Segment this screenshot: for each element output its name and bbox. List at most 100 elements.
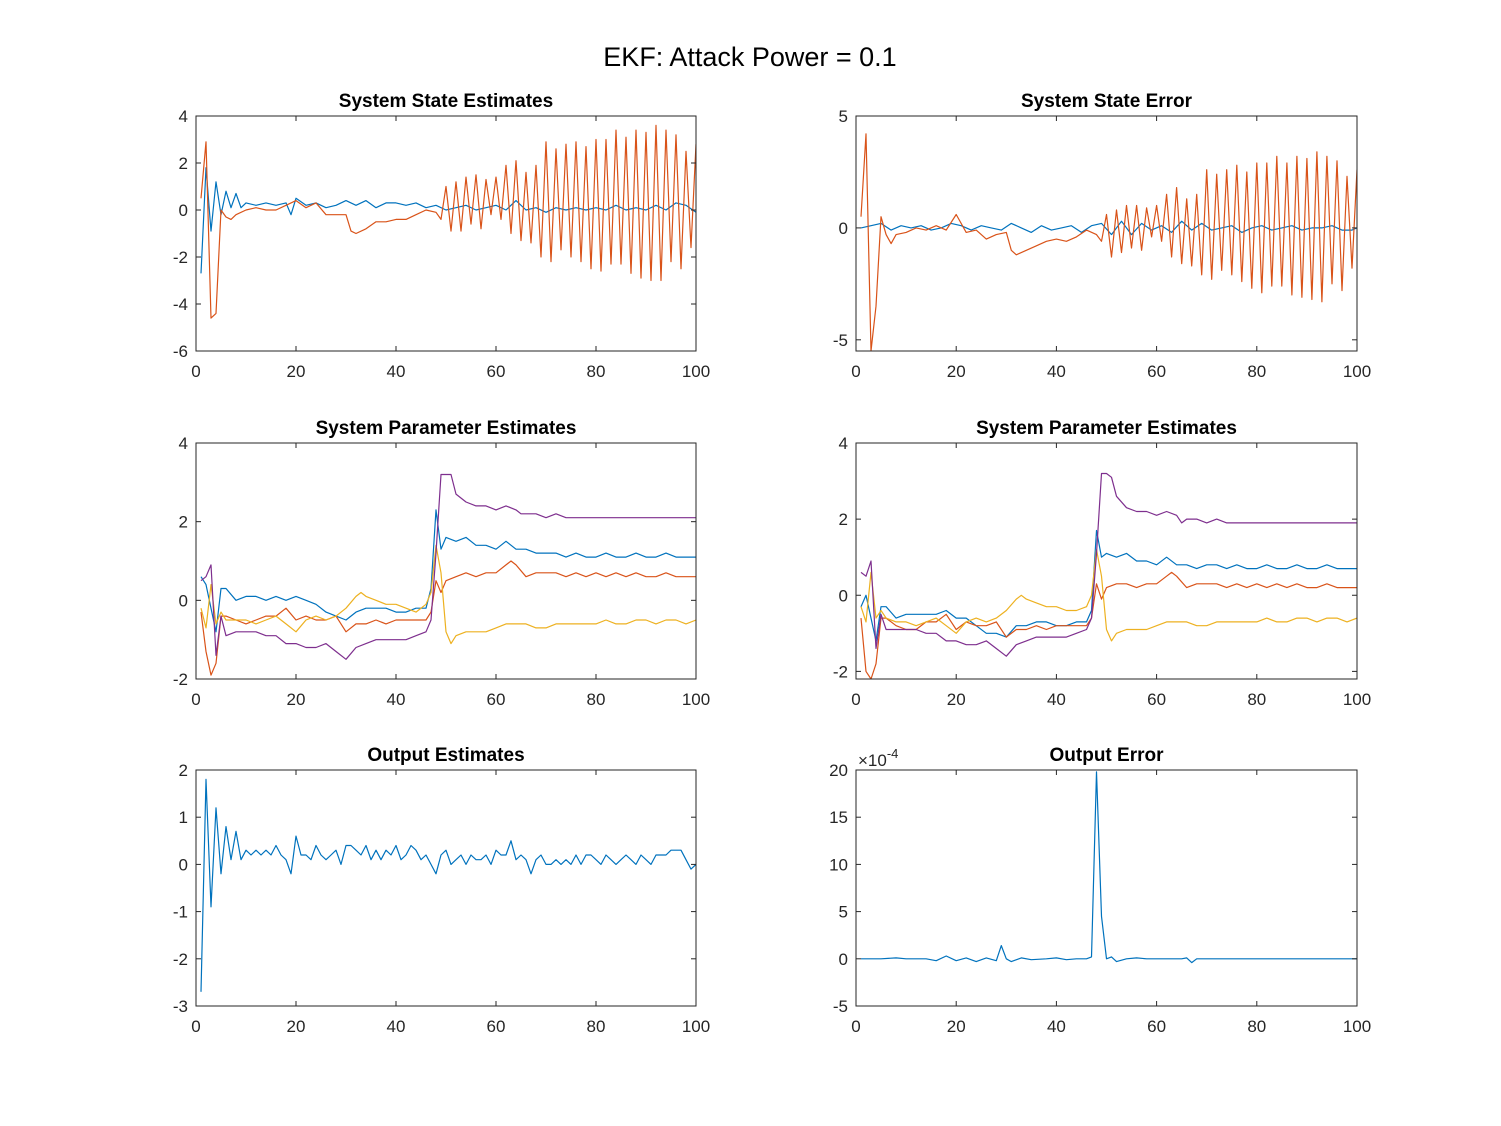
y-tick-label: 2 <box>179 761 188 780</box>
x-tick-label: 100 <box>1343 362 1371 381</box>
plot-area <box>196 116 696 351</box>
y-tick-label: 4 <box>179 434 188 453</box>
x-tick-label: 40 <box>1047 1017 1066 1036</box>
series-line-2 <box>200 124 696 319</box>
series-group <box>200 473 696 676</box>
y-tick-label: 4 <box>839 434 848 453</box>
y-tick-label: -2 <box>173 950 188 969</box>
x-tick-label: 40 <box>1047 690 1066 709</box>
series-line-1 <box>200 167 696 274</box>
series-line-1 <box>860 529 1357 642</box>
x-tick-label: 20 <box>287 1017 306 1036</box>
y-tick-label: 15 <box>829 808 848 827</box>
y-tick-label: 2 <box>179 513 188 532</box>
series-line-2 <box>200 560 696 676</box>
y-tick-label: 2 <box>179 154 188 173</box>
x-tick-label: 100 <box>682 690 710 709</box>
x-tick-label: 0 <box>851 1017 860 1036</box>
y-exponent-label: ×10-4 <box>858 746 898 770</box>
y-tick-label: 5 <box>839 903 848 922</box>
x-tick-label: 80 <box>1247 1017 1266 1036</box>
x-tick-label: 60 <box>487 690 506 709</box>
series-line-1 <box>860 220 1357 236</box>
x-tick-label: 20 <box>287 690 306 709</box>
x-tick-label: 20 <box>947 690 966 709</box>
x-tick-label: 60 <box>487 362 506 381</box>
x-tick-label: 40 <box>387 362 406 381</box>
y-tick-label: 0 <box>179 855 188 874</box>
y-tick-label: 2 <box>839 510 848 529</box>
x-tick-label: 80 <box>587 362 606 381</box>
figure-title: EKF: Attack Power = 0.1 <box>603 42 896 72</box>
x-tick-label: 100 <box>1343 1017 1371 1036</box>
y-tick-label: 5 <box>839 107 848 126</box>
x-tick-label: 40 <box>387 1017 406 1036</box>
subplot-title: System State Estimates <box>339 91 553 112</box>
axes-box <box>195 769 697 1007</box>
x-tick-label: 80 <box>587 1017 606 1036</box>
y-tick-label: -2 <box>833 662 848 681</box>
series-group <box>860 133 1357 351</box>
subplot-1: 0 20 40 60 80 100 -6 -4 -2 0 2 4 System State Estima… <box>173 91 710 381</box>
plot-area <box>856 443 1357 679</box>
y-tick-label: -1 <box>173 903 188 922</box>
subplot-title: Output Estimates <box>367 745 524 766</box>
y-tick-label: 1 <box>179 808 188 827</box>
y-tick-label: -6 <box>173 342 188 361</box>
series-line-4 <box>860 472 1357 657</box>
y-tick-label: 0 <box>839 586 848 605</box>
axes-box <box>195 442 697 680</box>
y-tick-label: -5 <box>833 331 848 350</box>
plot-area <box>856 116 1357 351</box>
x-tick-label: 0 <box>191 362 200 381</box>
x-tick-label: 60 <box>487 1017 506 1036</box>
y-tick-label: -5 <box>833 997 848 1016</box>
series-group <box>200 124 696 319</box>
subplot-title: Output Error <box>1050 745 1165 766</box>
series-line-1 <box>200 778 696 992</box>
series-line-1 <box>861 771 1357 964</box>
x-tick-label: 0 <box>191 1017 200 1036</box>
x-tick-label: 0 <box>191 690 200 709</box>
y-tick-label: 20 <box>829 761 848 780</box>
axes-box <box>855 769 1358 1007</box>
y-tick-label: -4 <box>173 295 188 314</box>
series-line-1 <box>200 509 696 633</box>
y-tick-label: -2 <box>173 670 188 689</box>
axes-box <box>195 115 697 352</box>
x-tick-label: 80 <box>587 690 606 709</box>
series-line-4 <box>200 473 696 660</box>
y-tick-label: 4 <box>179 107 188 126</box>
subplot-title: System Parameter Estimates <box>976 418 1237 439</box>
series-line-2 <box>860 133 1357 351</box>
x-tick-label: 80 <box>1247 362 1266 381</box>
x-tick-label: 20 <box>287 362 306 381</box>
plot-area <box>196 770 696 1006</box>
x-tick-label: 0 <box>851 362 860 381</box>
plot-area <box>196 443 696 679</box>
x-tick-label: 60 <box>1147 362 1166 381</box>
series-group <box>860 472 1357 679</box>
subplot-5: 0 20 40 60 80 100 -3 -2 -1 0 1 2 Output Estimates <box>173 745 710 1036</box>
x-tick-label: 60 <box>1147 1017 1166 1036</box>
series-group <box>200 778 696 992</box>
x-tick-label: 40 <box>387 690 406 709</box>
plot-area <box>856 770 1357 1006</box>
x-tick-label: 0 <box>851 690 860 709</box>
subplot-title: System Parameter Estimates <box>316 418 577 439</box>
y-tick-label: 10 <box>829 855 848 874</box>
y-tick-label: 0 <box>839 950 848 969</box>
x-tick-label: 60 <box>1147 690 1166 709</box>
x-tick-label: 80 <box>1247 690 1266 709</box>
x-tick-label: 20 <box>947 362 966 381</box>
x-tick-label: 100 <box>682 1017 710 1036</box>
axes-box <box>855 442 1358 680</box>
series-group <box>861 771 1357 964</box>
x-tick-label: 100 <box>682 362 710 381</box>
